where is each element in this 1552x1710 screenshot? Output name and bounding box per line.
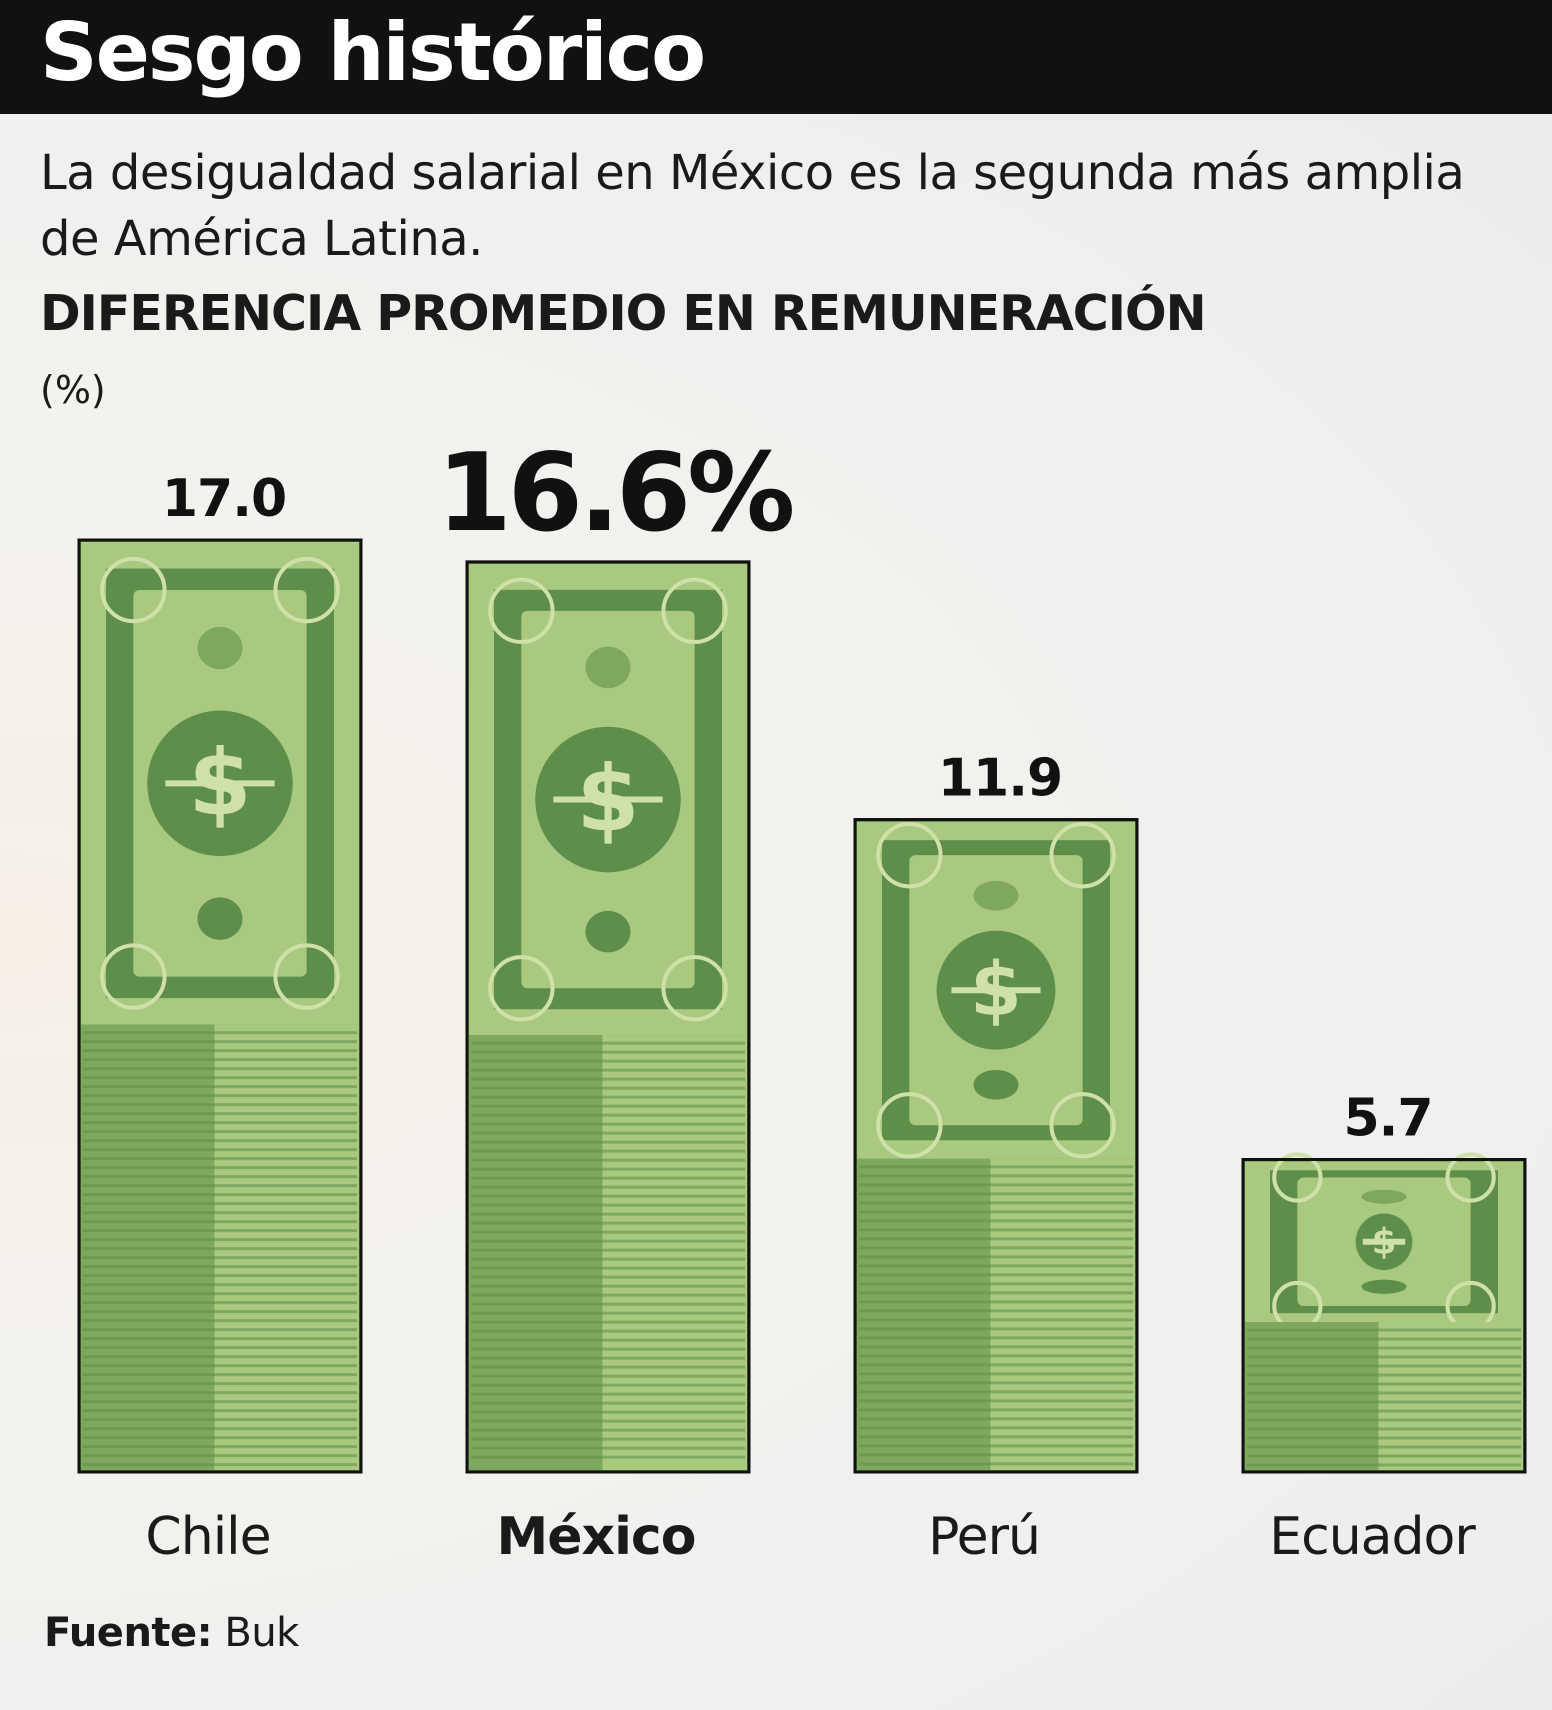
bar-mexico: $	[465, 560, 751, 1474]
bar-chile: $	[77, 538, 363, 1474]
category-label: Ecuador	[1269, 1507, 1476, 1567]
source-value: Buk	[224, 1610, 299, 1656]
value-label: 16.6%	[437, 431, 792, 556]
category-label: Chile	[145, 1507, 270, 1567]
title-bar	[0, 0, 1552, 114]
chart-unit: (%)	[40, 368, 106, 412]
source-label: Fuente:	[44, 1610, 213, 1656]
value-label: 17.0	[162, 469, 286, 529]
chart-title: DIFERENCIA PROMEDIO EN REMUNERACIÓN	[40, 285, 1207, 342]
bar-peru: $	[853, 818, 1139, 1474]
category-label: México	[497, 1507, 696, 1567]
source: Fuente: Buk	[44, 1610, 299, 1656]
value-label: 11.9	[938, 749, 1062, 809]
bar-chart: $17.0 Chile $16.6% México $11.9 Perú $5.7 Ecuad…	[77, 431, 1527, 1567]
subtitle: La desigualdad salarial en México es la …	[40, 145, 1465, 267]
bar-ecuador: $	[1241, 1152, 1527, 1474]
category-label: Perú	[928, 1507, 1040, 1567]
page-title: Sesgo histórico	[40, 6, 706, 99]
value-label: 5.7	[1343, 1089, 1432, 1149]
